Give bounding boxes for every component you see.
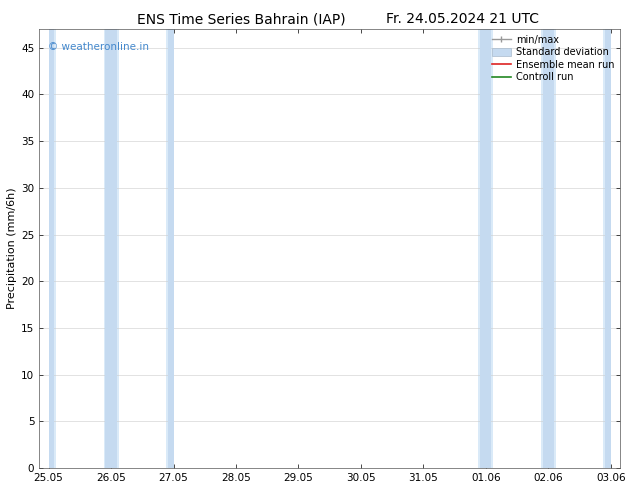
Bar <box>604 29 611 468</box>
Bar <box>105 29 117 468</box>
Bar <box>480 29 491 468</box>
Text: © weatheronline.in: © weatheronline.in <box>48 42 149 52</box>
Y-axis label: Precipitation (mm/6h): Precipitation (mm/6h) <box>7 188 17 309</box>
Bar <box>605 29 611 468</box>
Bar <box>168 29 174 468</box>
Bar <box>479 29 493 468</box>
Bar <box>543 29 554 468</box>
Bar <box>49 29 56 468</box>
Legend: min/max, Standard deviation, Ensemble mean run, Controll run: min/max, Standard deviation, Ensemble me… <box>488 31 618 86</box>
Text: Fr. 24.05.2024 21 UTC: Fr. 24.05.2024 21 UTC <box>386 12 540 26</box>
Text: ENS Time Series Bahrain (IAP): ENS Time Series Bahrain (IAP) <box>136 12 346 26</box>
Bar <box>166 29 174 468</box>
Bar <box>103 29 119 468</box>
Bar <box>49 29 55 468</box>
Bar <box>541 29 556 468</box>
